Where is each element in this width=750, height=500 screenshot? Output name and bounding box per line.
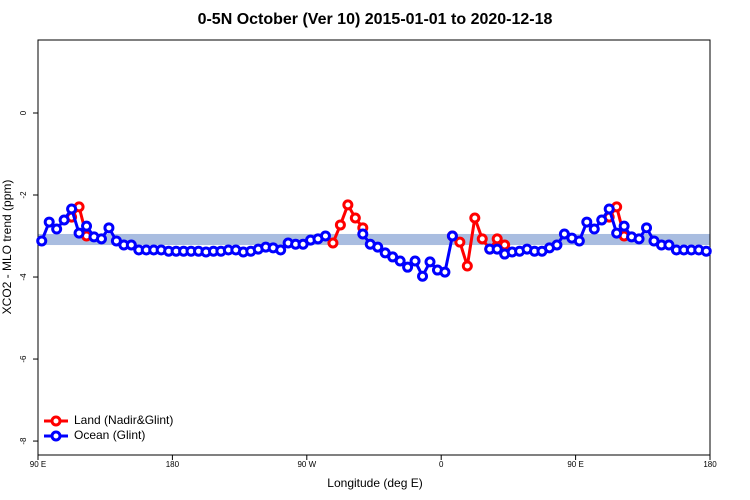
data-point: [573, 235, 585, 247]
data-point: [491, 243, 503, 255]
data-point: [394, 255, 406, 267]
data-point: [424, 256, 436, 268]
data-point: [439, 266, 451, 278]
y-tick-label: -2: [19, 191, 28, 199]
data-point: [641, 222, 653, 234]
data-point: [581, 216, 593, 228]
data-point: [125, 239, 137, 251]
data-point: [603, 203, 615, 215]
data-point: [95, 233, 107, 245]
data-point: [633, 233, 645, 245]
data-point: [81, 220, 93, 232]
chart-title: 0-5N October (Ver 10) 2015-01-01 to 2020…: [198, 11, 553, 28]
data-point: [402, 261, 414, 273]
x-tick-label: 180: [703, 460, 717, 469]
x-tick-label: 180: [166, 460, 180, 469]
data-point: [611, 227, 623, 239]
data-point: [491, 233, 503, 245]
data-point: [446, 230, 458, 242]
data-point: [476, 233, 488, 245]
reference-band: [38, 233, 710, 246]
data-point: [409, 255, 421, 267]
legend-marker: [50, 430, 62, 442]
data-point: [349, 212, 361, 224]
data-point: [469, 212, 481, 224]
x-axis-title: Longitude (deg E): [327, 476, 422, 490]
data-point: [663, 239, 675, 251]
data-point: [327, 237, 339, 249]
data-point: [618, 220, 630, 232]
data-point: [417, 270, 429, 282]
data-point: [58, 214, 70, 226]
data-point: [342, 199, 354, 211]
data-point: [66, 203, 78, 215]
data-point: [372, 241, 384, 253]
data-point: [43, 216, 55, 228]
y-tick-label: 0: [19, 110, 28, 115]
data-point: [588, 223, 600, 235]
y-tick-label: -8: [19, 437, 28, 445]
x-tick-label: 90 W: [297, 460, 316, 469]
data-point: [319, 230, 331, 242]
x-tick-label: 90 E: [567, 460, 583, 469]
data-point: [357, 228, 369, 240]
data-point: [51, 223, 63, 235]
data-point: [103, 222, 115, 234]
y-tick-label: -4: [19, 273, 28, 281]
legend-marker: [50, 415, 62, 427]
data-point: [551, 239, 563, 251]
data-point: [596, 214, 608, 226]
data-point: [73, 227, 85, 239]
data-point: [454, 236, 466, 248]
legend-label: Land (Nadir&Glint): [74, 413, 173, 427]
data-point: [461, 260, 473, 272]
y-axis-title: XCO2 - MLO trend (ppm): [0, 180, 14, 315]
data-point: [36, 235, 48, 247]
data-point: [334, 219, 346, 231]
x-tick-label: 90 E: [30, 460, 46, 469]
x-tick-label: 0: [439, 460, 444, 469]
legend-label: Ocean (Glint): [74, 428, 145, 442]
data-point: [275, 244, 287, 256]
data-point: [700, 245, 712, 257]
y-tick-label: -6: [19, 355, 28, 363]
